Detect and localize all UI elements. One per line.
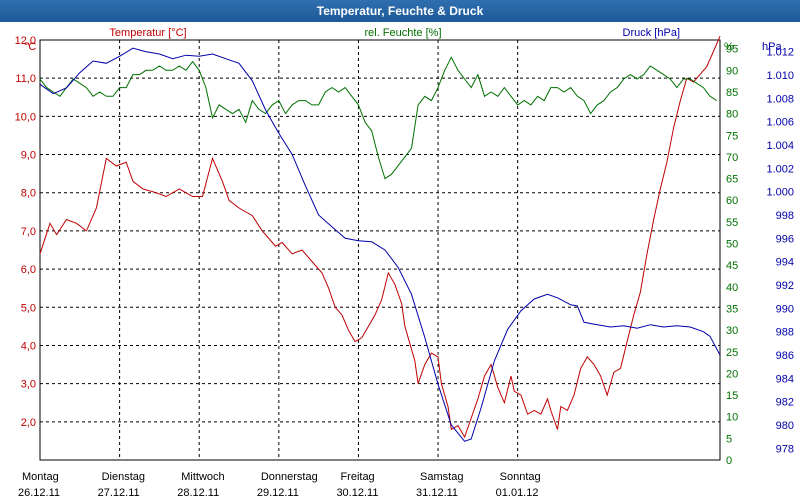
legend-pressure: Druck [hPa] [623, 27, 680, 39]
x-tick-day: Dienstag [102, 471, 145, 483]
pressure-tick-label: 1.006 [766, 117, 794, 129]
series-line-pressure [39, 47, 721, 442]
temp-tick-label: 11,0 [15, 73, 36, 85]
pressure-tick-label: 998 [776, 210, 794, 222]
pressure-tick-label: 1.002 [766, 163, 794, 175]
humidity-tick-label: 55 [726, 217, 738, 229]
temp-tick-label: 7,0 [21, 226, 36, 238]
pressure-tick-label: 982 [776, 397, 794, 409]
temp-tick-label: 8,0 [21, 188, 36, 200]
legend-temperature: Temperatur [°C] [109, 27, 186, 39]
humidity-tick-label: 50 [726, 239, 738, 251]
temp-tick-label: 10,0 [15, 111, 36, 123]
pressure-tick-label: 990 [776, 303, 794, 315]
pressure-tick-label: 986 [776, 350, 794, 362]
humidity-tick-label: 30 [726, 325, 738, 337]
humidity-tick-label: 5 [726, 433, 732, 445]
x-tick-day: Freitag [340, 471, 374, 483]
temp-tick-label: 6,0 [21, 264, 36, 276]
temp-tick-label: 9,0 [21, 150, 36, 162]
humidity-tick-label: 0 [726, 455, 732, 467]
x-tick-date: 30.12.11 [336, 487, 378, 499]
pressure-tick-label: 992 [776, 280, 794, 292]
x-tick-day: Donnerstag [261, 471, 318, 483]
pressure-tick-label: 988 [776, 327, 794, 339]
series-group [39, 36, 721, 442]
humidity-tick-label: 40 [726, 282, 738, 294]
humidity-tick-label: 35 [726, 303, 738, 315]
x-tick-day: Sonntag [500, 471, 541, 483]
pressure-tick-label: 1.012 [766, 47, 794, 59]
temp-tick-label: 3,0 [21, 379, 36, 391]
x-tick-date: 26.12.11 [18, 487, 60, 499]
x-tick-date: 01.01.12 [496, 487, 539, 499]
humidity-tick-label: 15 [726, 390, 738, 402]
x-tick-date: 28.12.11 [177, 487, 219, 499]
plot-frame [39, 39, 721, 461]
axes: 2,0 3,0 4,0 5,0 6,0 7,0 8,0 9,0 10,0 11,0 12,0 Mont… [15, 35, 794, 499]
temp-tick-label: 4,0 [21, 340, 36, 352]
pressure-tick-label: 984 [776, 373, 794, 385]
humidity-tick-label: 25 [726, 347, 738, 359]
pressure-tick-label: 1.010 [766, 70, 794, 82]
temp-tick-label: 2,0 [21, 417, 36, 429]
chart-background [0, 22, 800, 500]
x-tick-date: 27.12.11 [98, 487, 140, 499]
humidity-tick-label: 70 [726, 152, 738, 164]
temp-unit-label: °C [24, 41, 36, 53]
humidity-tick-label: 95 [726, 44, 738, 56]
temp-tick-label: 5,0 [21, 302, 36, 314]
temp-tick-label: 12,0 [15, 35, 36, 47]
pressure-unit-label: hPa [762, 41, 782, 53]
humidity-tick-label: 75 [726, 130, 738, 142]
humidity-tick-label: 65 [726, 174, 738, 186]
humidity-unit-label: % [724, 41, 734, 53]
legend: Temperatur [°C] rel. Feuchte [%] Druck [hP… [109, 27, 680, 39]
x-tick-day: Montag [22, 471, 59, 483]
x-tick-date: 31.12.11 [416, 487, 458, 499]
legend-humidity: rel. Feuchte [%] [364, 27, 441, 39]
humidity-tick-label: 20 [726, 368, 738, 380]
humidity-tick-label: 45 [726, 260, 738, 272]
humidity-tick-label: 10 [726, 412, 738, 424]
series-line-temperature [39, 36, 721, 439]
humidity-tick-label: 80 [726, 109, 738, 121]
pressure-tick-label: 980 [776, 420, 794, 432]
pressure-tick-label: 1.000 [766, 187, 794, 199]
grid [40, 39, 720, 460]
humidity-tick-label: 60 [726, 195, 738, 207]
pressure-tick-label: 1.008 [766, 93, 794, 105]
x-tick-day: Samstag [420, 471, 463, 483]
chart-title: Temperatur, Feuchte & Druck [0, 0, 800, 22]
humidity-tick-label: 90 [726, 65, 738, 77]
pressure-tick-label: 994 [776, 257, 794, 269]
pressure-tick-label: 978 [776, 443, 794, 455]
x-tick-day: Mittwoch [181, 471, 224, 483]
series-line-humidity [39, 56, 717, 180]
pressure-tick-label: 996 [776, 233, 794, 245]
humidity-tick-label: 85 [726, 87, 738, 99]
pressure-tick-label: 1.004 [766, 140, 794, 152]
x-tick-date: 29.12.11 [257, 487, 299, 499]
chart-canvas: 2,0 3,0 4,0 5,0 6,0 7,0 8,0 9,0 10,0 11,0 12,0 Mont… [0, 22, 800, 500]
